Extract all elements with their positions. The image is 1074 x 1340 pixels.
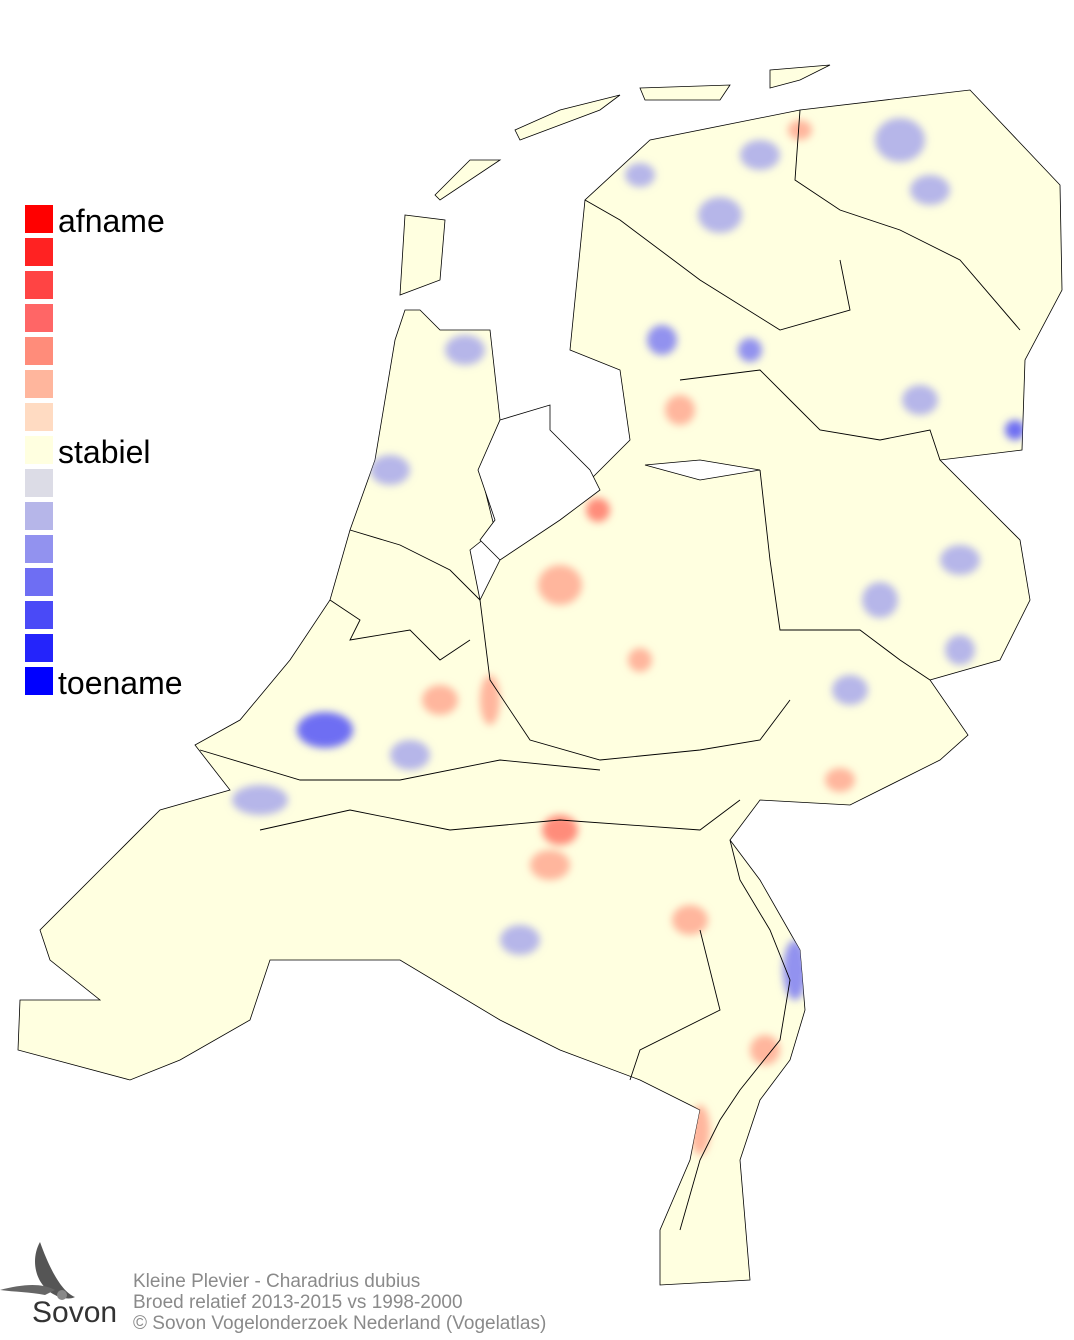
legend-swatch: [25, 304, 53, 332]
change-patch: [445, 335, 485, 365]
logo-text: Sovon: [32, 1296, 118, 1329]
legend-swatch: [25, 238, 53, 266]
island: [399, 214, 446, 296]
change-patch: [832, 675, 868, 705]
change-patch: [390, 740, 430, 770]
legend-swatch: [25, 469, 53, 497]
change-patch: [665, 395, 695, 425]
border-line: [479, 599, 791, 761]
legend-swatch: [25, 271, 53, 299]
border-line: [259, 799, 741, 831]
border-line: [199, 749, 601, 781]
wadden-islands: [399, 64, 831, 296]
change-patch: [738, 338, 762, 362]
change-patches: [232, 118, 1025, 1155]
change-patch: [862, 582, 898, 618]
legend-label-toename: toename: [58, 665, 183, 701]
change-patch: [538, 565, 582, 605]
change-patch: [690, 1105, 710, 1155]
island: [769, 64, 831, 89]
change-patch: [788, 120, 812, 140]
border-line: [679, 369, 941, 461]
legend-label-afname: afname: [58, 203, 165, 239]
sovon-swallow-logo-icon: [0, 1242, 75, 1300]
change-patch: [480, 675, 500, 725]
legend-swatch: [25, 205, 53, 233]
change-patch: [750, 1035, 780, 1065]
change-patch: [422, 685, 458, 715]
legend-swatch: [25, 337, 53, 365]
change-patch: [740, 140, 780, 170]
change-patch: [945, 635, 975, 665]
change-patch: [530, 850, 570, 880]
border-line: [794, 109, 1021, 331]
border-line: [329, 599, 471, 661]
legend-label-stabiel: stabiel: [58, 434, 151, 470]
change-patch: [783, 940, 807, 1000]
legend-swatch: [25, 601, 53, 629]
species-title: Kleine Plevier - Charadrius dubius: [133, 1271, 421, 1292]
change-patch: [647, 325, 677, 355]
change-patch: [297, 712, 353, 748]
change-patch: [910, 175, 950, 205]
border-line: [759, 469, 931, 681]
change-patch: [902, 385, 938, 415]
legend-swatch: [25, 502, 53, 530]
legend-swatch: [25, 568, 53, 596]
island: [434, 159, 502, 201]
change-patch: [586, 498, 610, 522]
change-patch: [1005, 420, 1025, 440]
change-patch: [825, 768, 855, 792]
change-patch: [698, 197, 742, 233]
legend-swatch: [25, 634, 53, 662]
border-line: [584, 199, 851, 331]
change-patch: [500, 925, 540, 955]
border-line: [679, 839, 791, 1231]
change-patch: [940, 545, 980, 575]
island: [639, 84, 731, 101]
legend-swatch: [25, 436, 53, 464]
change-patch: [232, 785, 288, 815]
island: [514, 94, 621, 141]
change-patch: [672, 905, 708, 935]
legend-swatch: [25, 403, 53, 431]
map-caption: Kleine Plevier - Charadrius dubius Broed…: [133, 1271, 546, 1334]
period-subtitle: Broed relatief 2013-2015 vs 1998-2000: [133, 1292, 463, 1313]
copyright: © Sovon Vogelonderzoek Nederland (Vogela…: [133, 1313, 547, 1334]
change-patch: [542, 815, 578, 845]
legend-swatch: [25, 370, 53, 398]
change-patch: [370, 455, 410, 485]
province-borders: [199, 109, 1021, 1231]
legend-swatch: [25, 667, 53, 695]
change-patch: [625, 163, 655, 187]
border-line: [629, 929, 721, 1081]
change-patch: [628, 648, 652, 672]
border-line: [349, 529, 481, 601]
legend-swatch: [25, 535, 53, 563]
change-patch: [875, 118, 925, 162]
